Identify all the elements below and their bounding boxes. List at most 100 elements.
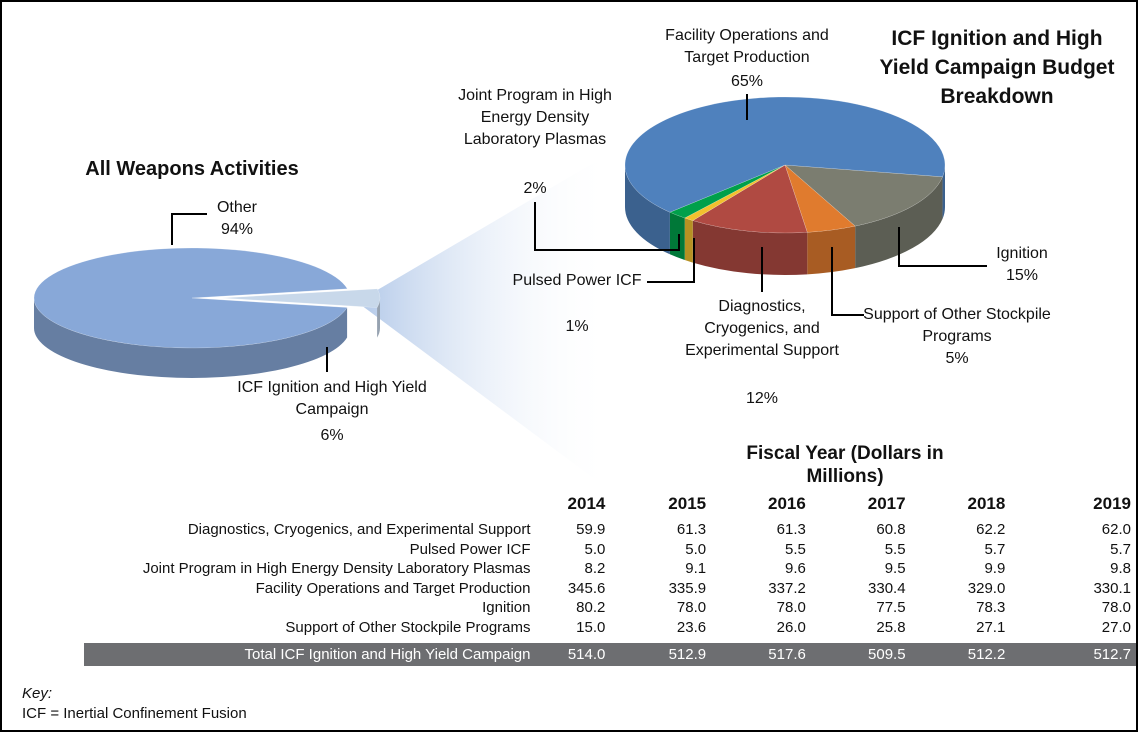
pie-side [942, 165, 945, 219]
table-cell: 25.8 [876, 618, 906, 636]
table-cell: 62.0 [1101, 521, 1131, 539]
table-row: Facility Operations and Target Productio… [84, 579, 1136, 599]
slice-label: Other [216, 199, 257, 216]
slice-label: Ignition [996, 245, 1048, 262]
table-cell: 27.0 [1101, 618, 1131, 636]
header-row: 2014 2015 2016 2017 2018 2019 [84, 494, 1136, 520]
table-row: Support of Other Stockpile Programs 15.0 2… [84, 618, 1136, 638]
table-cell: 5.5 [884, 540, 906, 558]
zoom-fan [357, 152, 612, 492]
row-label: Pulsed Power ICF [409, 540, 531, 558]
pie-side [377, 298, 380, 338]
pie-slice [784, 164, 856, 233]
pies [33, 96, 946, 379]
table-cell: 329.0 [967, 579, 1006, 597]
column-header: 2014 [567, 494, 606, 513]
slice-label: Pulsed Power ICF [512, 272, 642, 289]
table-cell: 512.2 [905, 643, 1006, 666]
column-header: 2017 [867, 494, 906, 513]
slice-value-label: 65% [730, 73, 764, 90]
slice-label: Facility Operations and Target Productio… [665, 27, 829, 66]
table-cell: 509.5 [805, 643, 906, 666]
table-cell: 27.1 [976, 618, 1006, 636]
leader-line [831, 247, 864, 316]
row-label: Joint Program in High Energy Density Lab… [142, 560, 531, 578]
row-label: Diagnostics, Cryogenics, and Experimenta… [187, 521, 531, 539]
leader-line [171, 213, 207, 245]
table-title: Fiscal Year (Dollars in Millions) [746, 443, 944, 487]
table-row: Ignition 80.2 78.0 78.0 77.5 78.3 78.0 [84, 598, 1136, 618]
pie-title: ICF Ignition and High Yield Campaign Bud… [879, 27, 1115, 108]
table-cell: 80.2 [576, 599, 606, 617]
pie-side [34, 298, 348, 379]
table-cell: 512.9 [605, 643, 707, 666]
slice-value-label: 5% [945, 350, 969, 367]
pie-slice [692, 164, 808, 234]
pie-side [684, 217, 693, 263]
table-cell: 5.0 [584, 540, 606, 558]
table-cell: 59.9 [576, 521, 606, 539]
pie-slice [624, 96, 946, 213]
column-header: 2015 [668, 494, 707, 513]
table-cell: 61.3 [676, 521, 707, 539]
table-cell: 512.7 [1005, 643, 1136, 666]
row-label: Total ICF Ignition and High Yield Campai… [84, 643, 538, 666]
slice-value-label: 94% [220, 221, 254, 238]
table-cell: 78.0 [776, 599, 806, 617]
column-header: 2016 [768, 494, 806, 513]
table-cell: 337.2 [768, 579, 806, 597]
slice-label: Joint Program in High Energy Density Lab… [458, 87, 612, 148]
pie-side [692, 220, 808, 275]
table-cell: 330.4 [868, 579, 906, 597]
table-cell: 5.0 [685, 540, 707, 558]
table-cell: 9.9 [984, 560, 1006, 578]
pie-slice [33, 247, 348, 349]
slice-label: Support of Other Stockpile Programs [863, 306, 1051, 345]
leader-line [647, 238, 695, 283]
slice-value-label: 15% [1005, 267, 1039, 284]
table-cell: 23.6 [676, 618, 707, 636]
table-cell: 330.1 [1093, 579, 1131, 597]
table-cell: 345.6 [567, 579, 606, 597]
slice-value-label: 1% [565, 318, 589, 335]
pie-title: All Weapons Activities [85, 158, 299, 180]
slice-value-label: 12% [745, 390, 779, 407]
key-title: Key: [22, 685, 53, 702]
key-text: ICF = Inertial Confinement Fusion [22, 705, 247, 722]
table-cell: 26.0 [776, 618, 806, 636]
table-cell: 514.0 [537, 643, 606, 666]
table-cell: 61.3 [776, 521, 806, 539]
pie-slice [221, 288, 381, 308]
header-cell [84, 494, 538, 520]
table-cell: 5.7 [1110, 540, 1131, 558]
table-cell: 60.8 [876, 521, 906, 539]
table-row: Pulsed Power ICF 5.0 5.0 5.5 5.5 5.7 5.7 [84, 540, 1136, 560]
table-cell: 78.3 [976, 599, 1006, 617]
table-cell: 62.2 [976, 521, 1006, 539]
table-cell: 9.1 [685, 560, 707, 578]
table-row: Joint Program in High Energy Density Lab… [84, 559, 1136, 579]
table-cell: 78.0 [676, 599, 707, 617]
total-row: Total ICF Ignition and High Yield Campai… [84, 643, 1136, 666]
row-label: Ignition [482, 599, 531, 617]
pie-side [855, 176, 943, 269]
pie-slice [669, 164, 786, 219]
pie-side [625, 165, 670, 255]
table-cell: 15.0 [576, 618, 606, 636]
column-header: 2018 [967, 494, 1006, 513]
leader-lines [171, 94, 987, 372]
leader-line [534, 202, 680, 251]
pie-slice [684, 164, 786, 221]
row-label: Support of Other Stockpile Programs [285, 618, 531, 636]
row-label: Facility Operations and Target Productio… [255, 579, 531, 597]
table-cell: 9.6 [784, 560, 806, 578]
table-cell: 9.5 [884, 560, 906, 578]
table-cell: 517.6 [706, 643, 806, 666]
table-cell: 335.9 [668, 579, 707, 597]
table-cell: 5.7 [984, 540, 1006, 558]
slice-value-label: 6% [320, 427, 344, 444]
pie-side [669, 212, 685, 260]
slice-label: ICF Ignition and High Yield Campaign [237, 379, 427, 418]
